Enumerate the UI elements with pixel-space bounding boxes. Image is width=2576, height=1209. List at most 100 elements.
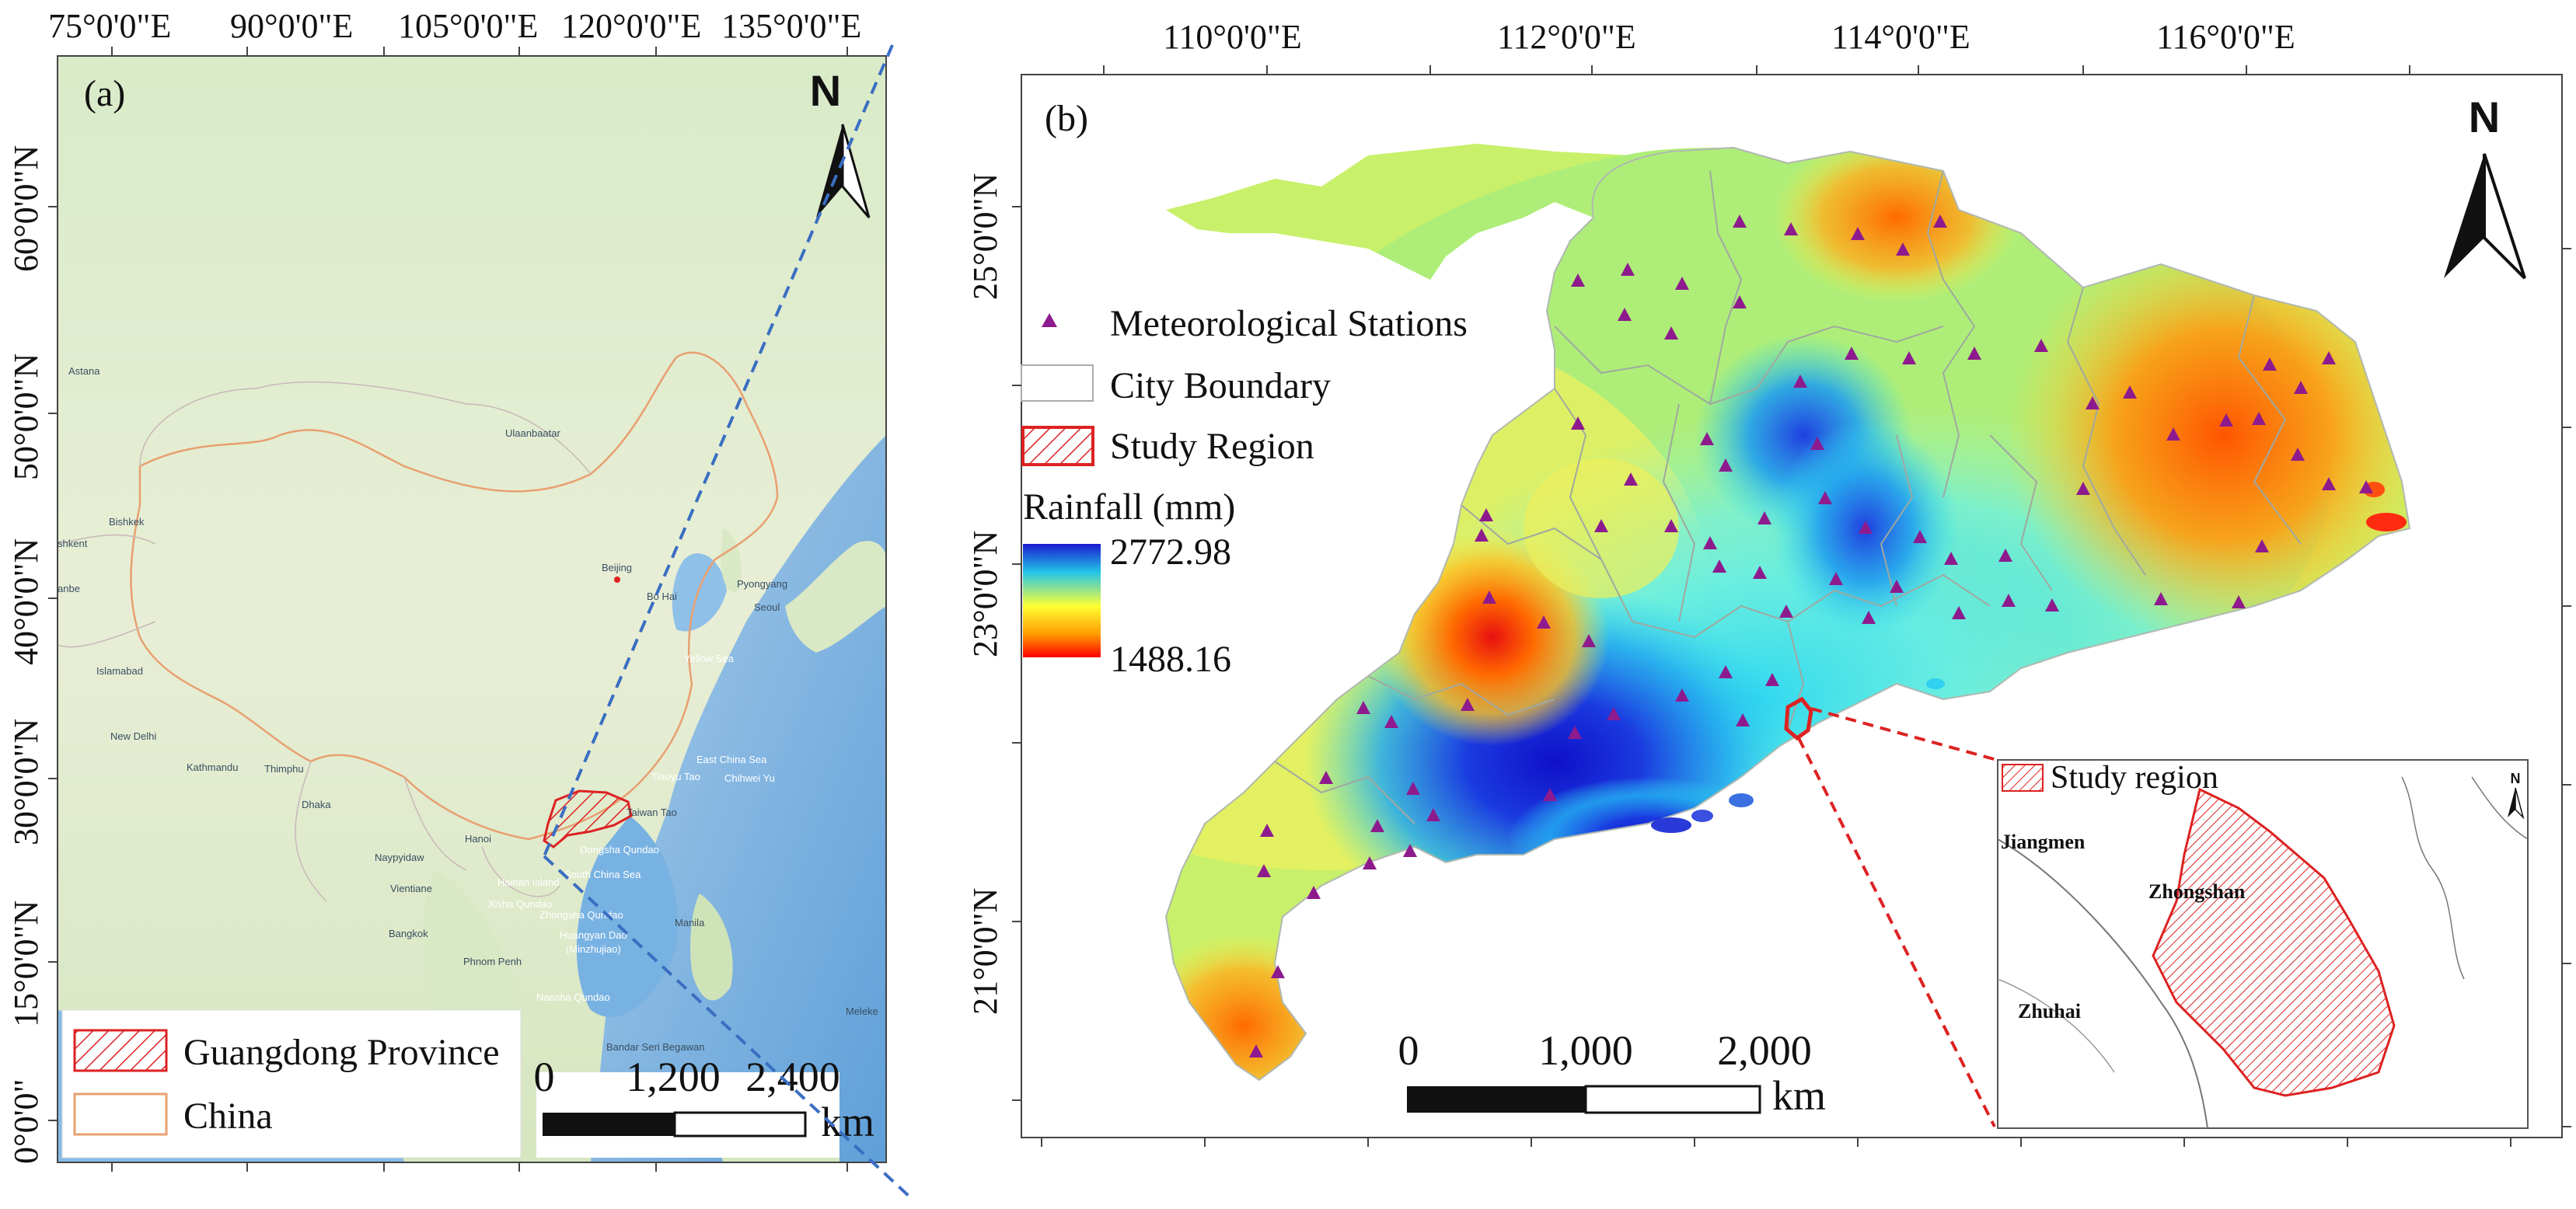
station-icon: [1896, 242, 1910, 256]
station-icon: [1426, 808, 1440, 821]
station-icon: [1944, 552, 1958, 565]
place-label: Hanoi: [465, 833, 491, 845]
station-icon: [1810, 437, 1824, 450]
station-icon: [1607, 707, 1621, 720]
station-icon: [1712, 559, 1726, 573]
place-label: Seoul: [754, 601, 780, 613]
panel-a-scale-bar: 0 1,200 2,400 km: [534, 1054, 874, 1158]
legend-swatch-china: [73, 1092, 168, 1136]
legend-station-icon: [1042, 313, 1057, 327]
study-region-inset: Study region N Jiangmen Zhongshan Zhuhai: [1997, 759, 2529, 1129]
leader-line-b-top: [1810, 707, 2003, 763]
station-icon: [1952, 606, 1966, 619]
station-icon: [2252, 412, 2266, 425]
place-label: Huangyan Dao: [560, 929, 627, 941]
inset-legend-swatch: [2002, 764, 2044, 792]
legend-label-study-region: Study Region: [1110, 426, 1314, 467]
station-icon: [2154, 592, 2168, 605]
scale-unit: km: [1772, 1072, 1826, 1119]
station-icon: [1719, 458, 1733, 472]
scale-label: 2,000: [1717, 1027, 1812, 1074]
station-icon: [1719, 665, 1733, 678]
panel-a-label: (a): [84, 73, 125, 114]
station-icon: [2232, 595, 2246, 608]
y-tick-label: 25°0'0"N: [966, 173, 1004, 300]
legend-swatch-city-boundary: [1021, 364, 1094, 402]
station-icon: [1851, 227, 1865, 240]
place-label: Dhaka: [302, 799, 331, 810]
station-icon: [1753, 566, 1767, 579]
panel-a-y-tick-labels: 60°0'0"N 50°0'0"N 40°0'0"N 30°0'0"N 15°0…: [7, 145, 45, 1164]
place-label: Nansha Qundao: [536, 991, 610, 1003]
station-icon: [1356, 701, 1370, 714]
panel-b: (b): [966, 18, 2571, 1147]
station-icon: [1543, 788, 1557, 801]
place-labels: Astana Ulaanbaatar Bishkek shkent anbe B…: [58, 365, 878, 1053]
legend-rainfall-max: 2772.98: [1110, 531, 1231, 573]
place-label: Thimphu: [264, 763, 304, 775]
station-icon: [2322, 477, 2336, 490]
panel-a: Astana Ulaanbaatar Bishkek shkent anbe B…: [7, 7, 887, 1172]
station-icon: [1890, 580, 1904, 593]
station-icon: [1793, 375, 1807, 388]
station-icon: [2123, 385, 2137, 399]
panel-a-x-tick-labels: 75°0'0"E 90°0'0"E 105°0'0"E 120°0'0"E 13…: [48, 7, 861, 45]
station-icon: [1862, 611, 1876, 624]
place-label: Bo Hai: [647, 591, 677, 602]
station-icon: [1700, 432, 1714, 445]
station-icon: [1307, 886, 1321, 899]
station-icon: [1571, 274, 1585, 287]
station-icon: [1818, 491, 1832, 504]
station-icon: [1913, 530, 1927, 543]
place-label: Naypyidaw: [375, 852, 424, 863]
study-region-polygon: [2152, 787, 2396, 1097]
station-icon: [1260, 824, 1274, 837]
north-arrow-icon: N: [2444, 92, 2526, 280]
place-label: Bangkok: [389, 928, 428, 939]
station-icon: [2255, 539, 2269, 552]
place-label: Astana: [68, 365, 100, 377]
station-icon: [1902, 351, 1916, 364]
station-icon: [2034, 339, 2048, 352]
y-tick-label: 60°0'0"N: [7, 145, 45, 272]
station-icon: [2322, 351, 2336, 364]
station-icon: [2263, 357, 2277, 371]
guangdong-highlight: [543, 789, 633, 848]
place-label: shkent: [58, 538, 88, 549]
station-icon: [2359, 480, 2373, 493]
station-icon: [1363, 856, 1377, 869]
x-tick-label: 120°0'0"E: [561, 7, 701, 45]
leader-line-a-top: [543, 44, 894, 857]
station-icon: [1571, 416, 1585, 430]
place-label: Yellow Sea: [684, 653, 735, 664]
station-icon: [1733, 214, 1747, 228]
y-tick-label: 15°0'0"N: [7, 901, 45, 1027]
x-tick-label: 90°0'0"E: [230, 7, 353, 45]
x-tick-label: 135°0'0"E: [721, 7, 861, 45]
x-tick-label: 116°0'0"E: [2156, 18, 2295, 56]
panel-a-frame: [57, 55, 887, 1163]
y-tick-label: 50°0'0"N: [7, 354, 45, 480]
place-label: East China Sea: [696, 754, 767, 765]
station-icon: [1618, 308, 1632, 321]
station-icon: [1779, 604, 1793, 618]
place-label: Meleke: [846, 1005, 878, 1017]
station-icon: [1845, 347, 1859, 360]
station-icon: [1271, 965, 1285, 978]
station-icon: [1967, 347, 1981, 360]
station-icon: [1406, 782, 1420, 795]
panel-b-x-tick-labels: 110°0'0"E 112°0'0"E 114°0'0"E 116°0'0"E: [1163, 18, 2295, 56]
station-icon: [1319, 771, 1333, 784]
place-label: Bishkek: [109, 516, 145, 528]
place-label: Pyongyang: [737, 578, 787, 590]
city-boundaries: [1274, 170, 2302, 824]
place-label: Dongsha Qundao: [580, 844, 659, 855]
x-tick-label: 105°0'0"E: [398, 7, 538, 45]
scale-label: 1,000: [1538, 1027, 1633, 1074]
place-label: Xisha Qundao: [488, 898, 552, 910]
station-icon: [1675, 688, 1689, 702]
inset-place-label: Jiangmen: [2001, 831, 2086, 853]
station-icon: [2045, 598, 2059, 611]
meteorological-stations: [1249, 214, 2373, 1057]
leader-line-b-bottom: [1797, 737, 1996, 1127]
